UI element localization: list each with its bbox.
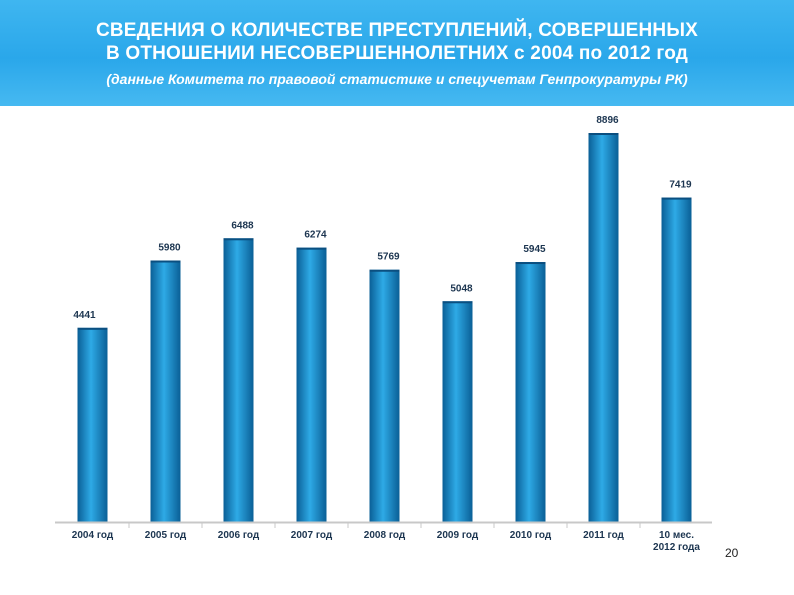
category-label-3: 2007 год bbox=[291, 530, 333, 541]
bar-3 bbox=[296, 247, 327, 522]
bar-2 bbox=[223, 238, 254, 522]
bar-6 bbox=[515, 262, 546, 522]
bar-8 bbox=[661, 197, 692, 522]
subtitle: (данные Комитета по правовой статистике … bbox=[106, 71, 688, 87]
bar-5 bbox=[442, 301, 473, 522]
bar-cap-0 bbox=[77, 327, 108, 330]
bar-1 bbox=[150, 260, 181, 522]
category-label-6: 2010 год bbox=[510, 530, 552, 541]
bar-7 bbox=[588, 133, 619, 522]
value-label-3: 6274 bbox=[304, 230, 327, 241]
category-label-7: 2011 год bbox=[583, 530, 624, 541]
bar-cap-6 bbox=[515, 262, 546, 265]
category-label-1: 2005 год bbox=[145, 530, 187, 541]
bar-cap-4 bbox=[369, 269, 400, 272]
bar-cap-7 bbox=[588, 133, 619, 135]
title-line-2: В ОТНОШЕНИИ НЕСОВЕРШЕННОЛЕТНИХ с 2004 по… bbox=[105, 43, 689, 64]
value-label-2: 6488 bbox=[231, 220, 254, 231]
bar-cap-1 bbox=[150, 260, 181, 263]
value-label-1: 5980 bbox=[158, 243, 181, 254]
category-label-4: 2008 год bbox=[364, 530, 406, 541]
category-label-8-0: 10 мес. bbox=[659, 530, 694, 541]
bar-0 bbox=[77, 327, 108, 522]
title-banner: СВЕДЕНИЯ О КОЛИЧЕСТВЕ ПРЕСТУПЛЕНИЙ, СОВЕ… bbox=[0, 0, 794, 106]
bar-cap-3 bbox=[296, 247, 327, 250]
bar-cap-2 bbox=[223, 238, 254, 241]
title-line-1: СВЕДЕНИЯ О КОЛИЧЕСТВЕ ПРЕСТУПЛЕНИЙ, СОВЕ… bbox=[95, 20, 699, 41]
value-label-7: 8896 bbox=[596, 115, 619, 126]
bar-4 bbox=[369, 269, 400, 522]
bar-cap-5 bbox=[442, 301, 473, 304]
page-number: 20 bbox=[725, 546, 739, 560]
category-label-2: 2006 год bbox=[218, 530, 260, 541]
category-label-0: 2004 год bbox=[72, 530, 114, 541]
category-label-5: 2009 год bbox=[437, 530, 479, 541]
value-label-6: 5945 bbox=[523, 244, 546, 255]
value-label-0: 4441 bbox=[73, 310, 96, 321]
value-label-4: 5769 bbox=[377, 252, 400, 263]
bar-cap-8 bbox=[661, 197, 692, 200]
value-label-8: 7419 bbox=[669, 180, 692, 191]
category-label-8-1: 2012 года bbox=[653, 542, 700, 553]
value-label-5: 5048 bbox=[450, 283, 473, 294]
